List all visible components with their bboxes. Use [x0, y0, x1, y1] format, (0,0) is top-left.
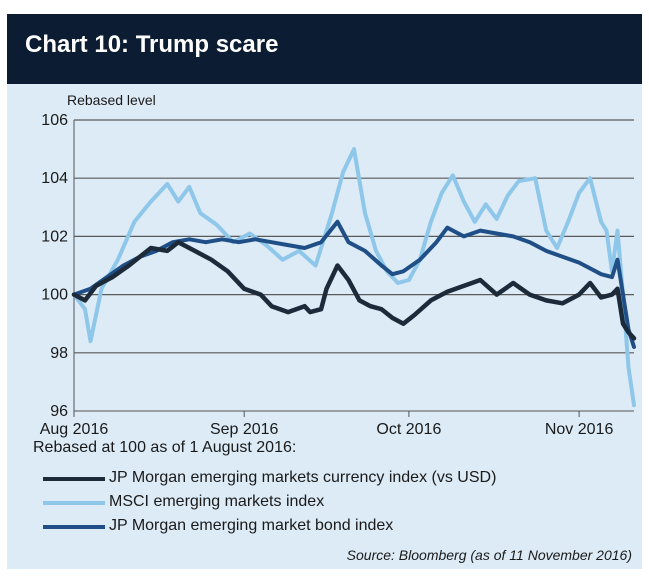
y-tick-label: 96	[50, 403, 68, 420]
y-axis-label: Rebased level	[67, 92, 156, 108]
legend-label-currency: JP Morgan emerging markets currency inde…	[109, 469, 497, 486]
legend-swatch-msci	[43, 501, 105, 505]
line-chart: Rebased level 96 98 100 102 104 106 Aug 2016 Se…	[40, 92, 637, 438]
title-bar: Chart 10: Trump scare	[7, 14, 642, 84]
legend-swatch-currency	[43, 477, 105, 481]
series-line-bond	[72, 219, 636, 349]
legend-label-bond: JP Morgan emerging market bond index	[109, 517, 394, 534]
y-tick-label: 104	[41, 170, 68, 187]
legend-label-msci: MSCI emerging markets index	[109, 493, 325, 510]
legend-swatch-bond	[43, 525, 105, 529]
y-tick-label: 106	[41, 112, 68, 129]
chart-panel: Chart 10: Trump scare Rebased level 96 98…	[7, 14, 642, 569]
x-tick-label: Aug 2016	[40, 421, 109, 438]
source-note: Source: Bloomberg (as of 11 November 201…	[346, 547, 632, 563]
x-tick-label: Nov 2016	[545, 421, 614, 438]
series-line-msci	[72, 147, 636, 408]
y-tick-label: 98	[50, 345, 68, 362]
x-tick-label: Oct 2016	[376, 421, 441, 438]
y-tick-label: 102	[41, 228, 68, 245]
y-tick-label: 100	[41, 287, 68, 304]
chart-title: Chart 10: Trump scare	[25, 31, 279, 58]
rebase-note: Rebased at 100 as of 1 August 2016:	[33, 439, 297, 456]
series-line-currency	[71, 239, 637, 341]
x-tick-label: Sep 2016	[210, 421, 279, 438]
